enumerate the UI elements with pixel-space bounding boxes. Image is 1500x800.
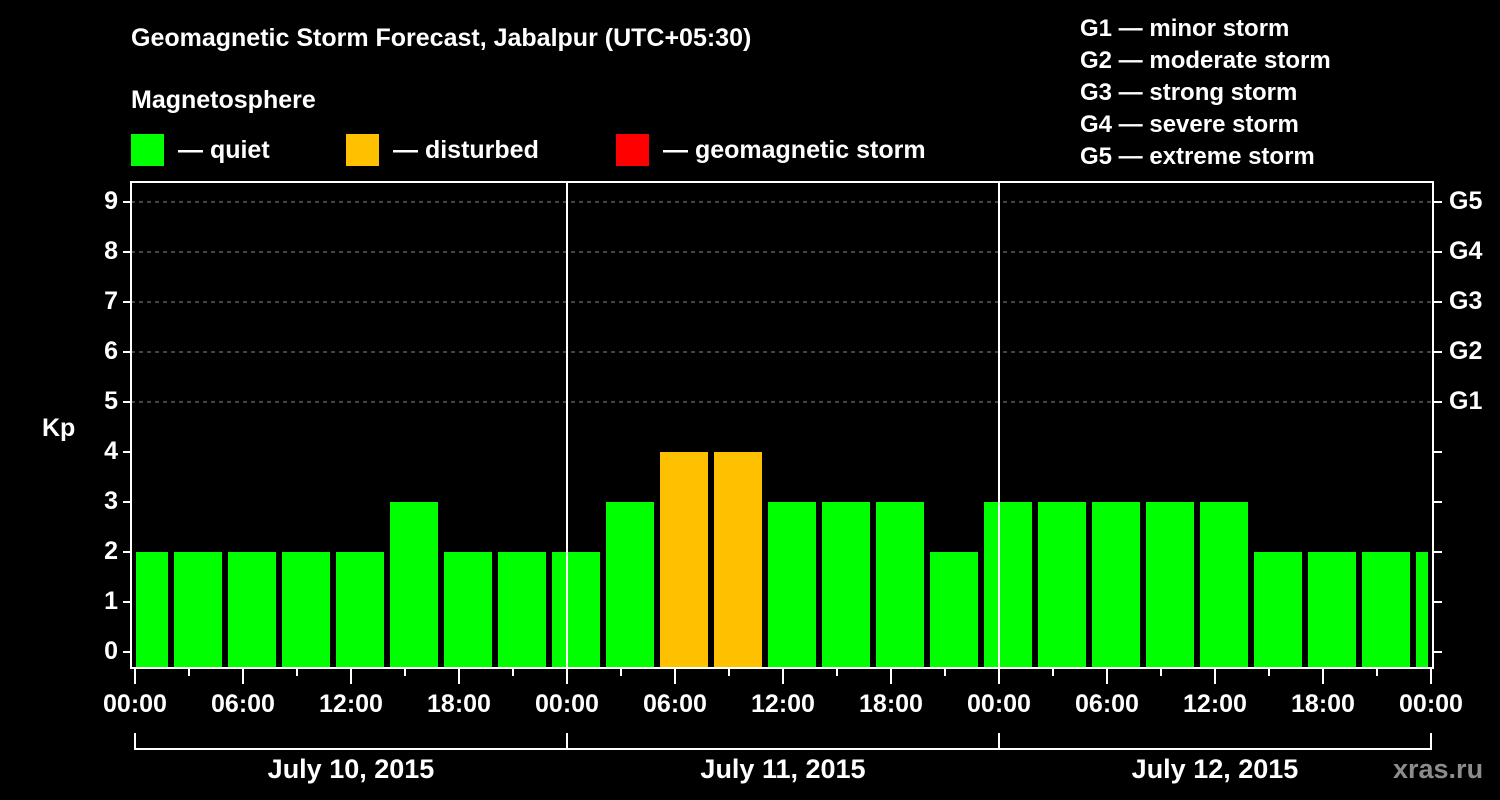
g-legend-item: G5 — extreme storm	[1080, 143, 1315, 170]
kp-bar	[876, 502, 924, 668]
y-tick-label: 2	[104, 537, 118, 565]
kp-bar	[336, 552, 384, 668]
day-label: July 12, 2015	[1131, 754, 1299, 784]
kp-bar	[606, 502, 654, 668]
x-tick-label: 12:00	[1183, 690, 1247, 718]
kp-bar	[552, 552, 600, 668]
y-tick-label: 0	[104, 637, 118, 665]
kp-bar	[1308, 552, 1356, 668]
kp-bar	[768, 502, 816, 668]
kp-bar	[714, 452, 762, 668]
legend-quiet: — quiet	[131, 134, 270, 166]
day-label: July 10, 2015	[267, 754, 435, 784]
x-tick-label: 18:00	[859, 690, 923, 718]
y-tick-label: 5	[104, 387, 118, 415]
kp-bar	[498, 552, 546, 668]
storm-swatch-icon	[616, 134, 649, 166]
x-tick-label: 06:00	[1075, 690, 1139, 718]
legend-label: — disturbed	[393, 135, 539, 164]
kp-bar	[136, 552, 168, 668]
x-tick-label: 18:00	[1291, 690, 1355, 718]
kp-bar	[174, 552, 222, 668]
y-tick-label: 4	[104, 437, 118, 465]
g-legend-item: G1 — minor storm	[1080, 15, 1290, 42]
y-tick-label: 1	[104, 587, 118, 615]
g-tick-label: G4	[1449, 237, 1483, 265]
day-label: July 11, 2015	[700, 754, 866, 784]
disturbed-swatch-icon	[346, 134, 379, 166]
section-title: Magnetosphere	[131, 86, 316, 114]
x-tick-label: 06:00	[211, 690, 275, 718]
g-scale-legend: G1 — minor storm G2 — moderate storm G3 …	[1080, 13, 1331, 173]
y-tick-label: 9	[104, 187, 118, 215]
kp-bar	[1416, 552, 1428, 668]
chart-title: Geomagnetic Storm Forecast, Jabalpur (UT…	[131, 24, 752, 52]
kp-bar	[1146, 502, 1194, 668]
g-tick-label: G3	[1449, 287, 1483, 315]
y-tick-label: 6	[104, 337, 118, 365]
g-tick-label: G1	[1449, 387, 1483, 415]
kp-bar	[444, 552, 492, 668]
x-tick-label: 00:00	[967, 690, 1031, 718]
kp-bar	[282, 552, 330, 668]
kp-bar	[1038, 502, 1086, 668]
y-tick-label: 8	[104, 237, 118, 265]
x-tick-label: 18:00	[427, 690, 491, 718]
x-tick-label: 00:00	[1399, 690, 1463, 718]
y-axis-label: Kp	[42, 414, 76, 442]
g-legend-item: G4 — severe storm	[1080, 111, 1299, 138]
kp-bar	[930, 552, 978, 668]
x-tick-label: 00:00	[535, 690, 599, 718]
legend-storm: — geomagnetic storm	[616, 134, 926, 166]
watermark: xras.ru	[1393, 754, 1484, 784]
y-tick-label: 7	[104, 287, 118, 315]
g-legend-item: G2 — moderate storm	[1080, 47, 1331, 74]
legend-label: — geomagnetic storm	[663, 135, 926, 164]
kp-bar	[1200, 502, 1248, 668]
x-tick-label: 00:00	[103, 690, 167, 718]
kp-bar	[1092, 502, 1140, 668]
kp-bar	[660, 452, 708, 668]
kp-bar	[1254, 552, 1302, 668]
kp-bar	[984, 502, 1032, 668]
legend-disturbed: — disturbed	[346, 134, 539, 166]
y-tick-label: 3	[104, 487, 118, 515]
quiet-swatch-icon	[131, 134, 164, 166]
kp-bar	[228, 552, 276, 668]
kp-bar	[822, 502, 870, 668]
g-tick-label: G2	[1449, 337, 1483, 365]
g-tick-label: G5	[1449, 187, 1483, 215]
legend-label: — quiet	[178, 135, 270, 164]
x-tick-label: 06:00	[643, 690, 707, 718]
g-legend-item: G3 — strong storm	[1080, 79, 1298, 106]
kp-bar	[1362, 552, 1410, 668]
x-tick-label: 12:00	[751, 690, 815, 718]
x-tick-label: 12:00	[319, 690, 383, 718]
kp-bar	[390, 502, 438, 668]
